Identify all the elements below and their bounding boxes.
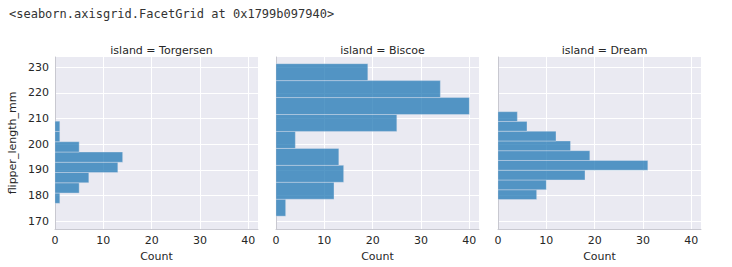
svg-text:230: 230 <box>28 61 49 74</box>
svg-text:Count: Count <box>583 250 616 263</box>
svg-text:20: 20 <box>366 234 380 247</box>
svg-text:0: 0 <box>495 234 502 247</box>
svg-text:island = Torgersen: island = Torgersen <box>110 44 212 57</box>
svg-text:30: 30 <box>414 234 428 247</box>
svg-text:20: 20 <box>145 234 159 247</box>
svg-text:0: 0 <box>273 234 280 247</box>
svg-text:40: 40 <box>462 234 476 247</box>
svg-text:<seaborn.axisgrid.FacetGrid at: <seaborn.axisgrid.FacetGrid at 0x1799b09… <box>9 7 334 21</box>
svg-text:10: 10 <box>539 234 553 247</box>
svg-text:20: 20 <box>588 234 602 247</box>
svg-text:170: 170 <box>28 215 49 228</box>
svg-text:Count: Count <box>140 250 173 263</box>
svg-text:210: 210 <box>28 112 49 125</box>
svg-text:0: 0 <box>52 234 59 247</box>
svg-text:island = Biscoe: island = Biscoe <box>340 44 425 57</box>
svg-text:10: 10 <box>96 234 110 247</box>
svg-text:flipper_length_mm: flipper_length_mm <box>6 92 19 195</box>
svg-text:40: 40 <box>684 234 698 247</box>
svg-text:30: 30 <box>636 234 650 247</box>
svg-text:190: 190 <box>28 163 49 176</box>
svg-text:220: 220 <box>28 86 49 99</box>
svg-text:200: 200 <box>28 138 49 151</box>
svg-text:10: 10 <box>317 234 331 247</box>
svg-text:island = Dream: island = Dream <box>562 44 648 57</box>
svg-text:Count: Count <box>361 250 394 263</box>
svg-text:30: 30 <box>193 234 207 247</box>
svg-text:40: 40 <box>241 234 255 247</box>
svg-text:180: 180 <box>28 189 49 202</box>
